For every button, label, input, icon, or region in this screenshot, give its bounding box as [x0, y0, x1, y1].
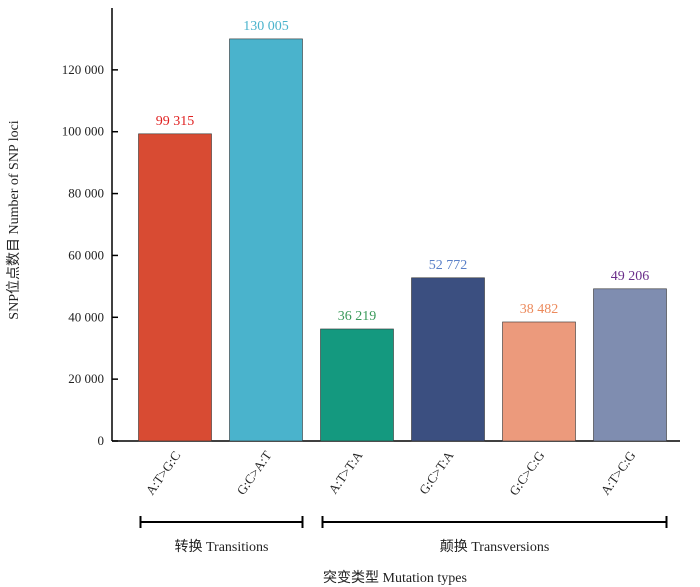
- data-label: 99 315: [156, 114, 195, 129]
- category-label: G:C>A:T: [234, 448, 275, 498]
- category-label: A:T>C:G: [598, 448, 639, 498]
- group-label: 颠换 Transversions: [440, 538, 550, 555]
- category-label: A:T>G:C: [143, 448, 184, 498]
- group-bracket: 转换 Transitions: [139, 516, 304, 555]
- y-tick-label: 20 000: [68, 371, 104, 386]
- y-tick-label: 0: [98, 433, 105, 448]
- bar: [229, 38, 303, 442]
- y-tick-label: 80 000: [68, 186, 104, 201]
- category-label: G:C>T:A: [416, 448, 457, 497]
- group-brackets: 转换 Transitions 颠换 Transversions: [139, 516, 668, 555]
- y-tick-label: 120 000: [62, 62, 104, 77]
- group-label: 转换 Transitions: [174, 538, 268, 555]
- bar: [320, 328, 394, 442]
- y-tick-label: 100 000: [62, 124, 104, 139]
- y-axis: 0 20 000 40 000 60 000 80 000 100 000 120 000: [62, 8, 118, 448]
- category-label: G:C>C:G: [506, 448, 547, 498]
- bar: [138, 133, 212, 442]
- bars: [138, 38, 667, 442]
- data-label: 49 206: [611, 269, 650, 284]
- data-label: 38 482: [520, 302, 559, 317]
- x-axis-title: 突变类型 Mutation types: [323, 570, 467, 586]
- group-bracket: 颠换 Transversions: [321, 516, 668, 555]
- y-tick-label: 60 000: [68, 247, 104, 262]
- data-labels: 99 315 130 005 36 219 52 772 38 482 49 206: [156, 19, 650, 324]
- category-labels: A:T>G:C G:C>A:T A:T>T:A G:C>T:A G:C>C:G A:T>C…: [143, 448, 639, 499]
- y-axis-title: SNP位点数目 Number of SNP loci: [6, 120, 22, 319]
- data-label: 36 219: [338, 309, 377, 324]
- bar: [502, 321, 576, 442]
- bar: [593, 288, 667, 442]
- y-tick-label: 40 000: [68, 309, 104, 324]
- data-label: 130 005: [243, 19, 289, 34]
- bar: [411, 277, 485, 442]
- data-label: 52 772: [429, 258, 468, 273]
- category-label: A:T>T:A: [325, 448, 365, 497]
